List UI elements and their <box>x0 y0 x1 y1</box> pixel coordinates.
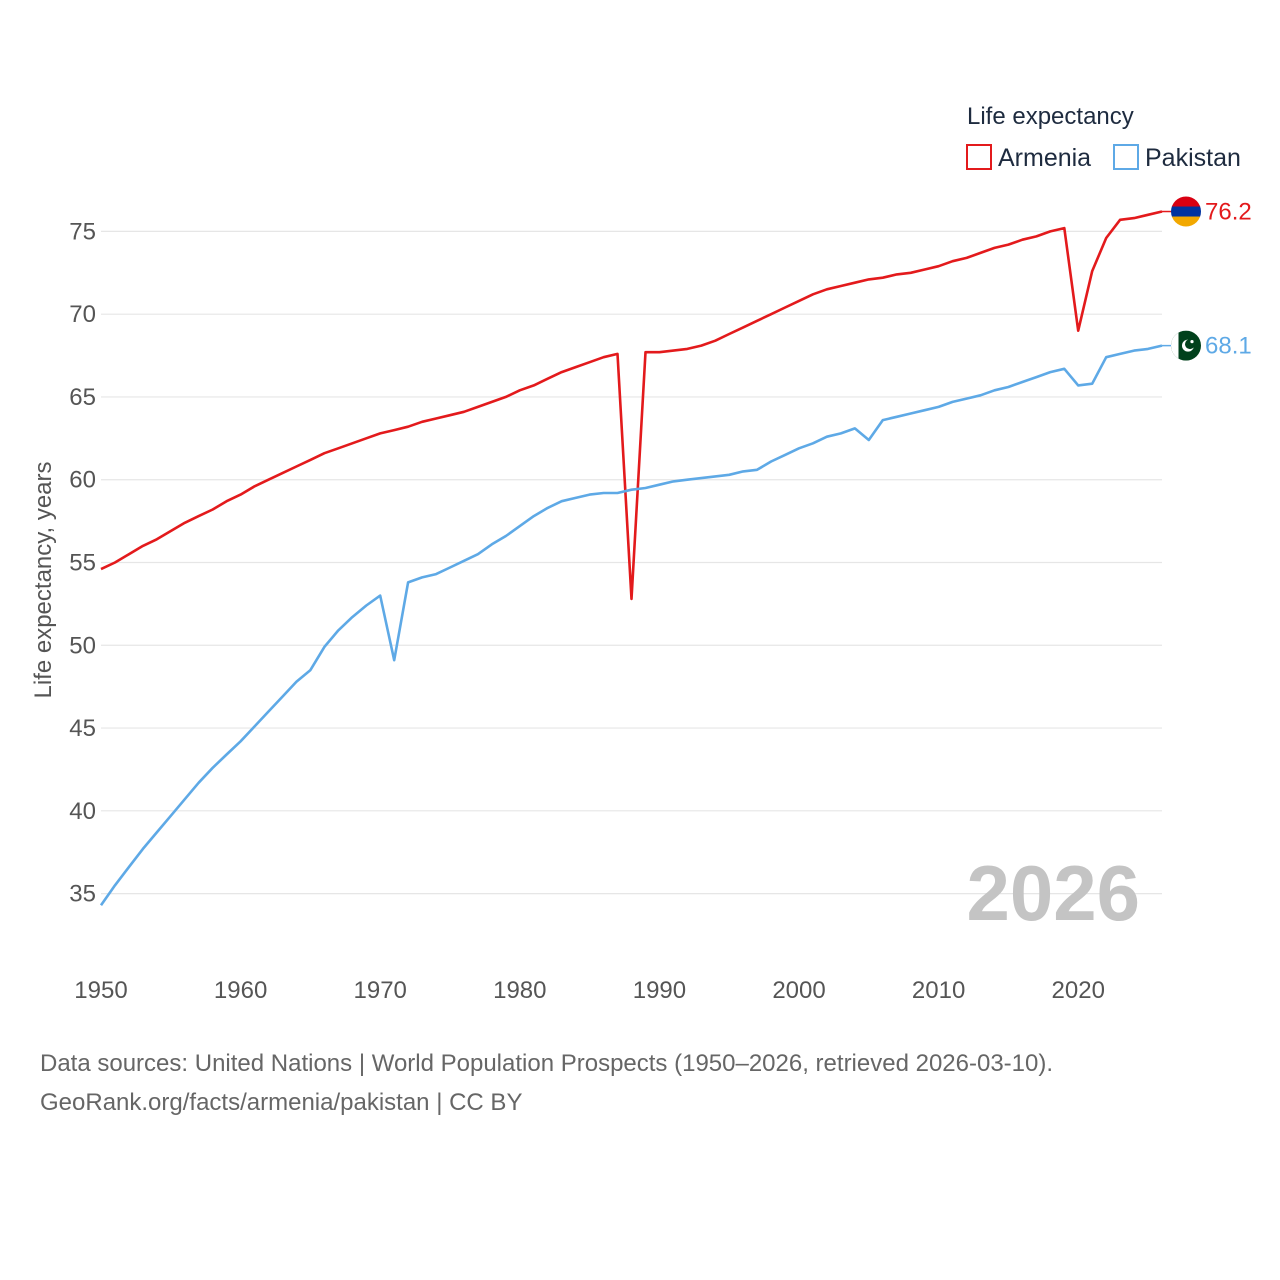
end-value-label-pakistan: 68.1 <box>1205 333 1252 360</box>
gridlines <box>101 230 1162 895</box>
pakistan-flag-icon <box>1171 330 1201 361</box>
y-tick-label: 50 <box>69 632 96 659</box>
series-lines <box>99 210 1163 906</box>
source-note: Data sources: United Nations | World Pop… <box>40 1044 1260 1122</box>
x-axis-ticks: 1950 1960 1970 1980 1990 2000 2010 2020 <box>74 977 1105 1004</box>
legend-title: Life expectancy <box>967 103 1134 130</box>
x-tick-label: 1950 <box>74 977 127 1004</box>
x-tick-label: 1990 <box>633 977 686 1004</box>
legend: Life expectancy Armenia Pakistan <box>966 103 1241 172</box>
legend-label-armenia[interactable]: Armenia <box>998 144 1091 172</box>
source-line-2[interactable]: GeoRank.org/facts/armenia/pakistan | CC … <box>40 1089 523 1116</box>
x-tick-label: 2020 <box>1052 977 1105 1004</box>
x-tick-label: 2010 <box>912 977 965 1004</box>
x-tick-label: 1970 <box>354 977 407 1004</box>
y-axis-title: Life expectancy, years <box>30 461 57 698</box>
armenia-flag-icon <box>1171 196 1201 227</box>
y-tick-label: 40 <box>69 798 96 825</box>
x-tick-label: 1960 <box>214 977 267 1004</box>
y-tick-label: 45 <box>69 715 96 742</box>
current-year-label: 2026 <box>966 849 1140 937</box>
legend-swatch-pakistan[interactable] <box>1113 144 1139 170</box>
y-tick-label: 60 <box>69 467 96 494</box>
series-line-pakistan[interactable] <box>99 344 1163 906</box>
y-tick-label: 75 <box>69 218 96 245</box>
x-tick-label: 2000 <box>772 977 825 1004</box>
y-tick-label: 35 <box>69 881 96 908</box>
y-axis-ticks: 35 40 45 50 55 60 65 70 75 <box>69 218 96 907</box>
series-line-armenia[interactable] <box>100 210 1163 601</box>
end-value-label-armenia: 76.2 <box>1205 199 1252 226</box>
legend-label-pakistan[interactable]: Pakistan <box>1145 144 1241 172</box>
series-end-labels: 76.2 68.1 <box>1162 196 1252 361</box>
y-tick-label: 70 <box>69 301 96 328</box>
y-tick-label: 55 <box>69 550 96 577</box>
legend-swatch-armenia[interactable] <box>966 144 992 170</box>
x-tick-label: 1980 <box>493 977 546 1004</box>
y-tick-label: 65 <box>69 384 96 411</box>
source-line-1: Data sources: United Nations | World Pop… <box>40 1050 1054 1077</box>
